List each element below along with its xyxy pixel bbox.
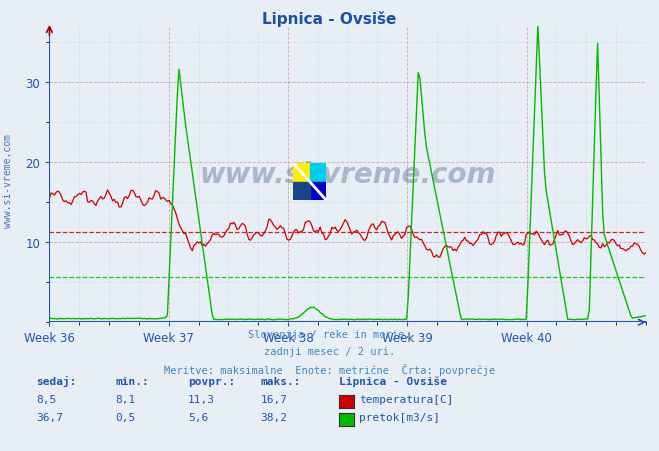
Text: 38,2: 38,2 — [260, 412, 287, 422]
Text: Lipnica - Ovsiše: Lipnica - Ovsiše — [339, 376, 447, 386]
Bar — [310, 164, 326, 182]
Text: zadnji mesec / 2 uri.: zadnji mesec / 2 uri. — [264, 346, 395, 356]
Bar — [293, 164, 310, 182]
Text: 8,5: 8,5 — [36, 394, 57, 404]
Text: 5,6: 5,6 — [188, 412, 208, 422]
Text: www.si-vreme.com: www.si-vreme.com — [3, 133, 13, 227]
Text: temperatura[C]: temperatura[C] — [359, 394, 453, 404]
Text: sedaj:: sedaj: — [36, 375, 76, 386]
Text: 36,7: 36,7 — [36, 412, 63, 422]
Text: pretok[m3/s]: pretok[m3/s] — [359, 412, 440, 422]
Text: Meritve: maksimalne  Enote: metrične  Črta: povprečje: Meritve: maksimalne Enote: metrične Črta… — [164, 364, 495, 376]
Text: 11,3: 11,3 — [188, 394, 215, 404]
Bar — [293, 182, 310, 201]
Text: 16,7: 16,7 — [260, 394, 287, 404]
Text: min.:: min.: — [115, 376, 149, 386]
Text: www.si-vreme.com: www.si-vreme.com — [200, 161, 496, 189]
Text: 8,1: 8,1 — [115, 394, 136, 404]
Text: 0,5: 0,5 — [115, 412, 136, 422]
Text: Slovenija / reke in morje.: Slovenija / reke in morje. — [248, 329, 411, 339]
Text: povpr.:: povpr.: — [188, 376, 235, 386]
Text: maks.:: maks.: — [260, 376, 301, 386]
Text: Lipnica - Ovsiše: Lipnica - Ovsiše — [262, 11, 397, 27]
Bar — [310, 182, 326, 201]
